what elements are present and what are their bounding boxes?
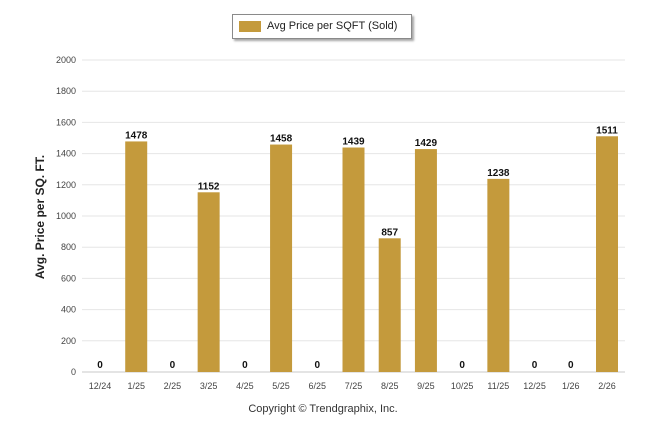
x-tick-label: 3/25 bbox=[200, 381, 218, 391]
bar bbox=[270, 144, 293, 372]
data-label: 1478 bbox=[125, 130, 148, 141]
y-tick-label: 1400 bbox=[56, 149, 76, 159]
data-label: 0 bbox=[315, 360, 321, 371]
x-tick-label: 9/25 bbox=[417, 381, 435, 391]
data-label: 1152 bbox=[198, 181, 220, 192]
y-tick-label: 0 bbox=[71, 367, 76, 377]
y-tick-label: 800 bbox=[61, 242, 76, 252]
bar bbox=[596, 136, 618, 372]
data-label: 1238 bbox=[487, 168, 510, 179]
copyright-footer: Copyright © Trendgraphix, Inc. bbox=[248, 403, 398, 415]
legend-label: Avg Price per SQFT (Sold) bbox=[267, 20, 398, 32]
bar bbox=[414, 149, 437, 372]
data-label: 1458 bbox=[270, 134, 293, 145]
x-tick-label: 2/25 bbox=[164, 381, 182, 391]
data-label: 0 bbox=[532, 360, 538, 371]
x-tick-label: 7/25 bbox=[345, 381, 363, 391]
y-tick-label: 2000 bbox=[56, 55, 76, 65]
y-tick-label: 1600 bbox=[56, 117, 76, 127]
data-label: 1439 bbox=[342, 137, 365, 148]
data-label: 0 bbox=[568, 360, 574, 371]
data-label: 0 bbox=[97, 360, 103, 371]
y-tick-label: 600 bbox=[61, 273, 76, 283]
y-tick-label: 1800 bbox=[56, 86, 76, 96]
x-tick-label: 2/26 bbox=[598, 381, 616, 391]
data-label: 1429 bbox=[415, 138, 438, 149]
x-tick-label: 10/25 bbox=[451, 381, 474, 391]
y-axis-label: Avg. Price per SQ. FT. bbox=[33, 154, 47, 280]
data-label: 0 bbox=[170, 360, 176, 371]
data-label: 1511 bbox=[596, 125, 618, 136]
x-tick-label: 1/26 bbox=[562, 381, 580, 391]
data-label: 857 bbox=[381, 227, 398, 238]
y-tick-label: 1200 bbox=[56, 180, 76, 190]
x-tick-label: 11/25 bbox=[487, 381, 509, 391]
bar bbox=[197, 192, 220, 372]
legend-swatch bbox=[239, 21, 261, 32]
y-tick-label: 200 bbox=[61, 336, 76, 346]
x-tick-label: 12/24 bbox=[89, 381, 112, 391]
x-tick-label: 4/25 bbox=[236, 381, 254, 391]
bar bbox=[378, 238, 401, 372]
x-tick-label: 12/25 bbox=[523, 381, 546, 391]
x-tick-label: 5/25 bbox=[272, 381, 290, 391]
x-tick-label: 6/25 bbox=[309, 381, 327, 391]
data-label: 0 bbox=[242, 360, 248, 371]
y-tick-label: 400 bbox=[61, 305, 76, 315]
legend: Avg Price per SQFT (Sold) bbox=[232, 14, 412, 39]
y-tick-label: 1000 bbox=[56, 211, 76, 221]
x-tick-label: 1/25 bbox=[127, 381, 145, 391]
bar bbox=[487, 178, 510, 372]
bar bbox=[342, 147, 365, 372]
bar bbox=[125, 141, 148, 372]
data-label: 0 bbox=[459, 360, 465, 371]
x-tick-label: 8/25 bbox=[381, 381, 399, 391]
